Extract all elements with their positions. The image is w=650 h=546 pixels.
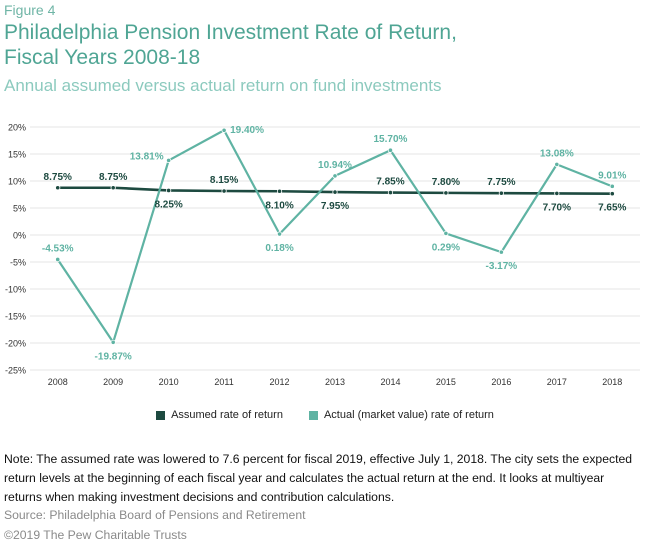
data-label-actual: 19.40% [230, 125, 264, 136]
data-label-actual: 10.94% [318, 160, 352, 171]
data-label-assumed: 8.10% [265, 200, 293, 211]
x-tick-label: 2008 [48, 377, 68, 387]
data-point-assumed [55, 185, 61, 191]
y-tick-label: 0% [13, 231, 26, 241]
chart-title: Philadelphia Pension Investment Rate of … [4, 20, 457, 70]
x-tick-label: 2018 [602, 377, 622, 387]
x-tick-label: 2015 [436, 377, 456, 387]
data-label-assumed: 7.80% [432, 177, 460, 188]
legend-label-actual: Actual (market value) rate of return [323, 409, 494, 421]
legend-label-assumed: Assumed rate of return [171, 409, 283, 421]
data-label-assumed: 7.65% [598, 203, 626, 214]
data-label-assumed: 7.75% [487, 177, 515, 188]
data-label-assumed: 8.25% [154, 199, 182, 210]
data-point-actual [498, 249, 504, 255]
data-point-actual [332, 173, 338, 179]
x-tick-label: 2017 [547, 377, 567, 387]
x-tick-label: 2010 [159, 377, 179, 387]
y-tick-label: -20% [5, 339, 26, 349]
y-tick-label: 15% [8, 150, 26, 160]
y-tick-label: -5% [10, 258, 26, 268]
data-point-assumed [110, 185, 116, 191]
x-tick-label: 2009 [103, 377, 123, 387]
line-chart: 20% 15% 10% 5% 0% -5% -10% -15% -20% -25% 2008 2009… [5, 123, 640, 387]
chart-title-line-2: Fiscal Years 2008-18 [4, 46, 201, 69]
data-label-actual: -3.17% [486, 261, 518, 272]
data-point-assumed [498, 190, 504, 196]
data-point-actual [166, 157, 172, 164]
chart-title-line-1: Philadelphia Pension Investment Rate of … [4, 21, 457, 44]
x-tick-label: 2014 [380, 377, 400, 387]
data-point-assumed [332, 189, 338, 195]
legend-item-actual: Actual (market value) rate of return [308, 409, 494, 421]
legend-swatch-assumed [156, 410, 166, 420]
y-tick-label: -15% [5, 312, 26, 322]
data-label-actual: 15.70% [373, 134, 407, 145]
data-point-actual [387, 147, 394, 153]
data-point-assumed [387, 190, 394, 196]
x-tick-label: 2012 [270, 377, 290, 387]
data-point-actual [221, 127, 227, 133]
figure-label: Figure 4 [4, 2, 56, 18]
copyright: ©2019 The Pew Charitable Trusts [4, 528, 187, 542]
data-point-assumed [609, 191, 615, 197]
y-tick-label: 10% [8, 177, 26, 187]
data-label-actual: 0.18% [265, 243, 293, 254]
x-tick-label: 2013 [325, 377, 345, 387]
data-label-assumed: 7.70% [543, 202, 571, 213]
data-point-assumed [221, 188, 227, 194]
data-label-actual: 0.29% [432, 242, 460, 253]
data-label-actual: -4.53% [42, 243, 74, 254]
legend-item-assumed: Assumed rate of return [156, 409, 283, 421]
data-label-actual: 13.81% [130, 151, 164, 162]
data-point-assumed [166, 187, 172, 194]
y-tick-label: 5% [13, 204, 26, 214]
data-point-actual [110, 339, 116, 345]
data-label-actual: 9.01% [598, 170, 626, 181]
data-point-actual [554, 161, 560, 167]
y-tick-label: -25% [5, 366, 26, 376]
chart-legend: Assumed rate of return Actual (market va… [0, 409, 650, 421]
data-label-actual: -19.87% [95, 351, 132, 362]
y-tick-label: -10% [5, 285, 26, 295]
x-tick-label: 2016 [491, 377, 511, 387]
chart-source: Source: Philadelphia Board of Pensions a… [4, 508, 306, 522]
y-tick-label: 20% [8, 123, 26, 133]
data-label-actual: 13.08% [540, 148, 574, 159]
data-point-actual [443, 230, 449, 237]
data-label-assumed: 8.75% [99, 172, 127, 183]
data-point-actual [55, 256, 61, 263]
data-point-assumed [443, 190, 449, 196]
data-label-assumed: 8.15% [210, 175, 238, 186]
legend-swatch-actual [308, 410, 318, 420]
x-tick-label: 2011 [214, 377, 233, 387]
data-label-assumed: 8.75% [44, 172, 72, 183]
chart-subtitle: Annual assumed versus actual return on f… [4, 76, 442, 95]
data-label-assumed: 7.95% [321, 201, 349, 212]
data-label-assumed: 7.85% [376, 177, 404, 188]
chart-note: Note: The assumed rate was lowered to 7.… [4, 452, 633, 504]
data-point-actual [276, 231, 283, 237]
data-point-actual [609, 183, 615, 189]
data-point-assumed [276, 188, 283, 194]
data-point-assumed [554, 190, 560, 197]
